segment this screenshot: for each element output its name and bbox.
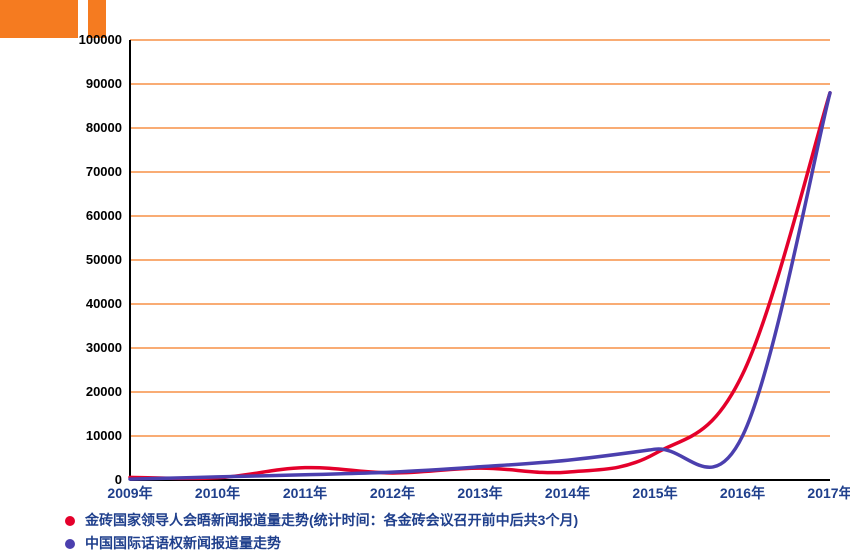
svg-text:2012年: 2012年 bbox=[370, 485, 415, 500]
svg-text:40000: 40000 bbox=[86, 296, 122, 311]
legend-label: 中国国际话语权新闻报道量走势 bbox=[85, 533, 281, 554]
svg-text:2014年: 2014年 bbox=[545, 485, 590, 500]
svg-text:70000: 70000 bbox=[86, 164, 122, 179]
svg-text:2016年: 2016年 bbox=[720, 485, 765, 500]
legend-item: 中国国际话语权新闻报道量走势 bbox=[65, 533, 578, 554]
svg-text:10000: 10000 bbox=[86, 428, 122, 443]
legend-dot-icon bbox=[65, 516, 75, 526]
svg-text:30000: 30000 bbox=[86, 340, 122, 355]
svg-text:20000: 20000 bbox=[86, 384, 122, 399]
trend-chart: 0100002000030000400005000060000700008000… bbox=[60, 30, 850, 500]
svg-text:2010年: 2010年 bbox=[195, 485, 240, 500]
legend-label: 金砖国家领导人会晤新闻报道量走势(统计时间：各金砖会议召开前中后共3个月) bbox=[85, 510, 578, 531]
svg-text:60000: 60000 bbox=[86, 208, 122, 223]
svg-text:2013年: 2013年 bbox=[457, 485, 502, 500]
svg-text:2017年: 2017年 bbox=[807, 485, 850, 500]
svg-text:90000: 90000 bbox=[86, 76, 122, 91]
svg-text:2011年: 2011年 bbox=[283, 485, 327, 500]
svg-text:80000: 80000 bbox=[86, 120, 122, 135]
chart-legend: 金砖国家领导人会晤新闻报道量走势(统计时间：各金砖会议召开前中后共3个月)中国国… bbox=[65, 510, 578, 554]
legend-dot-icon bbox=[65, 539, 75, 549]
svg-text:100000: 100000 bbox=[79, 32, 122, 47]
legend-item: 金砖国家领导人会晤新闻报道量走势(统计时间：各金砖会议召开前中后共3个月) bbox=[65, 510, 578, 531]
svg-text:50000: 50000 bbox=[86, 252, 122, 267]
svg-text:2015年: 2015年 bbox=[632, 485, 677, 500]
svg-text:2009年: 2009年 bbox=[107, 485, 152, 500]
